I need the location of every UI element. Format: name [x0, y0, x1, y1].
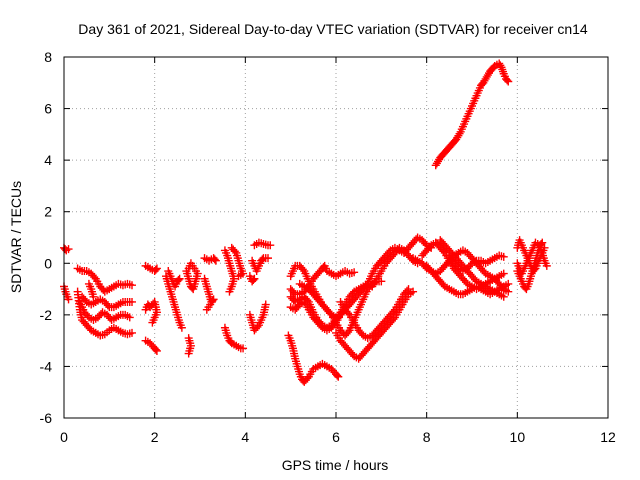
data-point	[64, 295, 73, 304]
y-tick-label: -2	[40, 307, 53, 323]
data-point	[503, 76, 512, 85]
axis-ticks	[63, 56, 609, 419]
data-point	[455, 129, 464, 138]
y-tick-label: -6	[40, 410, 53, 426]
data-point	[64, 245, 73, 254]
data-point	[350, 268, 359, 277]
data-point	[504, 77, 513, 86]
x-tick-labels: 0 2 4 6 8 10 12	[60, 429, 616, 445]
data-point	[389, 315, 398, 324]
data-point	[504, 279, 513, 288]
x-tick-label: 4	[241, 429, 249, 445]
data-point	[148, 318, 157, 327]
data-points	[60, 59, 551, 386]
data-point	[499, 292, 508, 301]
data-point	[261, 300, 270, 309]
data-point	[89, 292, 98, 301]
data-point	[230, 247, 239, 256]
data-point	[128, 328, 136, 337]
y-tick-label: -4	[40, 358, 53, 374]
data-point	[264, 254, 272, 263]
data-point	[330, 320, 339, 329]
x-tick-label: 6	[332, 429, 340, 445]
data-point	[249, 276, 258, 285]
data-point	[439, 247, 448, 256]
y-axis-label: SDTVAR / TECUs	[8, 181, 24, 293]
data-point	[499, 252, 508, 261]
y-tick-label: 8	[44, 49, 52, 65]
data-point	[496, 61, 505, 70]
data-point	[90, 273, 99, 282]
data-point	[334, 372, 343, 381]
data-point	[499, 269, 508, 278]
data-point	[234, 272, 243, 281]
data-point	[542, 261, 551, 270]
data-point	[177, 323, 186, 332]
data-point	[289, 288, 298, 297]
data-point	[239, 344, 248, 353]
data-point	[202, 305, 211, 314]
data-point	[389, 307, 398, 316]
data-point	[152, 346, 161, 355]
data-point	[404, 285, 413, 294]
data-point	[225, 287, 234, 296]
data-point	[534, 241, 543, 250]
x-tick-label: 0	[60, 429, 68, 445]
data-point	[184, 349, 193, 358]
x-axis-label: GPS time / hours	[282, 457, 389, 473]
data-point	[125, 313, 134, 322]
grid	[64, 57, 608, 418]
data-point	[298, 265, 307, 274]
data-point	[303, 374, 312, 383]
y-tick-label: 2	[44, 204, 52, 220]
data-point	[128, 297, 136, 306]
data-point	[151, 345, 160, 354]
data-point	[409, 287, 418, 296]
data-point	[184, 264, 193, 273]
data-point	[151, 265, 160, 274]
data-point	[175, 274, 184, 283]
data-point	[128, 281, 136, 290]
data-point	[174, 276, 183, 285]
data-point	[253, 322, 262, 331]
y-tick-label: 4	[44, 152, 52, 168]
data-point	[211, 256, 220, 265]
y-tick-labels: -6 -4 -2 0 2 4 6 8	[40, 49, 53, 426]
chart-title: Day 361 of 2021, Sidereal Day-to-day VTE…	[78, 21, 588, 37]
x-tick-label: 12	[600, 429, 616, 445]
data-point	[504, 287, 513, 296]
y-tick-label: 0	[44, 255, 52, 271]
data-point	[362, 281, 371, 290]
data-point	[344, 328, 353, 337]
data-point	[210, 255, 219, 264]
data-point	[403, 286, 412, 295]
data-point	[250, 274, 259, 283]
data-point	[103, 301, 112, 310]
x-tick-label: 10	[510, 429, 526, 445]
data-point	[333, 371, 342, 380]
data-point	[266, 241, 275, 250]
x-tick-label: 2	[151, 429, 159, 445]
data-point	[152, 264, 161, 273]
data-point	[258, 255, 267, 264]
y-tick-label: 6	[44, 101, 52, 117]
x-tick-label: 8	[423, 429, 431, 445]
